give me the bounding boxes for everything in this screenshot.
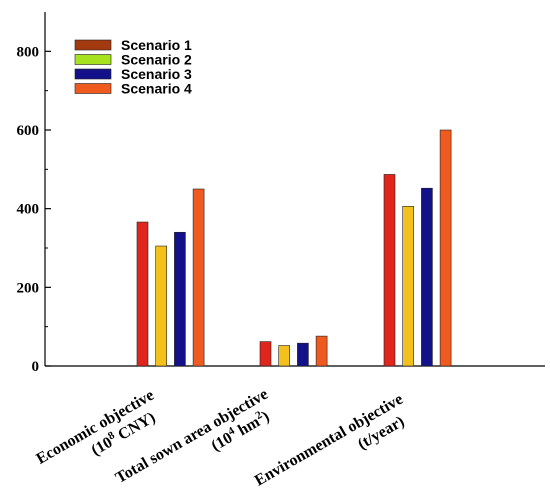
legend-swatch	[74, 54, 112, 65]
bar-scenario-3-0	[174, 231, 186, 367]
legend-swatch	[74, 83, 112, 94]
axes: 0 200 400 600 800	[17, 12, 545, 375]
bars	[136, 129, 452, 367]
y-tick-label: 600	[17, 123, 40, 139]
bar-scenario-4-0	[192, 188, 205, 367]
y-tick-label: 200	[17, 280, 40, 296]
y-tick-label: 0	[32, 359, 40, 375]
bar-scenario-1-1	[259, 341, 272, 367]
bar-scenario-1-0	[136, 221, 149, 367]
category-label-2: Environmental objective(t/year)	[252, 391, 407, 490]
category-labels: Economic objective(108 CNY)Total sown ar…	[33, 386, 407, 490]
bar-scenario-2-2	[402, 206, 415, 367]
bar-scenario-4-1	[315, 335, 328, 367]
legend-label: Scenario 2	[121, 52, 192, 68]
bar-scenario-3-2	[421, 187, 433, 367]
legend-label: Scenario 1	[121, 37, 192, 53]
bar-scenario-2-0	[155, 245, 167, 367]
y-tick-label: 800	[17, 44, 40, 60]
legend-label: Scenario 3	[121, 66, 192, 82]
bar-scenario-3-1	[297, 342, 309, 367]
bar-scenario-4-2	[439, 129, 452, 367]
bar-scenario-1-2	[383, 174, 396, 367]
legend-swatch	[74, 39, 112, 51]
legend-swatch	[74, 68, 112, 80]
bar-scenario-2-1	[278, 345, 291, 367]
legend-label: Scenario 4	[121, 81, 192, 97]
y-tick-label: 400	[17, 202, 40, 218]
